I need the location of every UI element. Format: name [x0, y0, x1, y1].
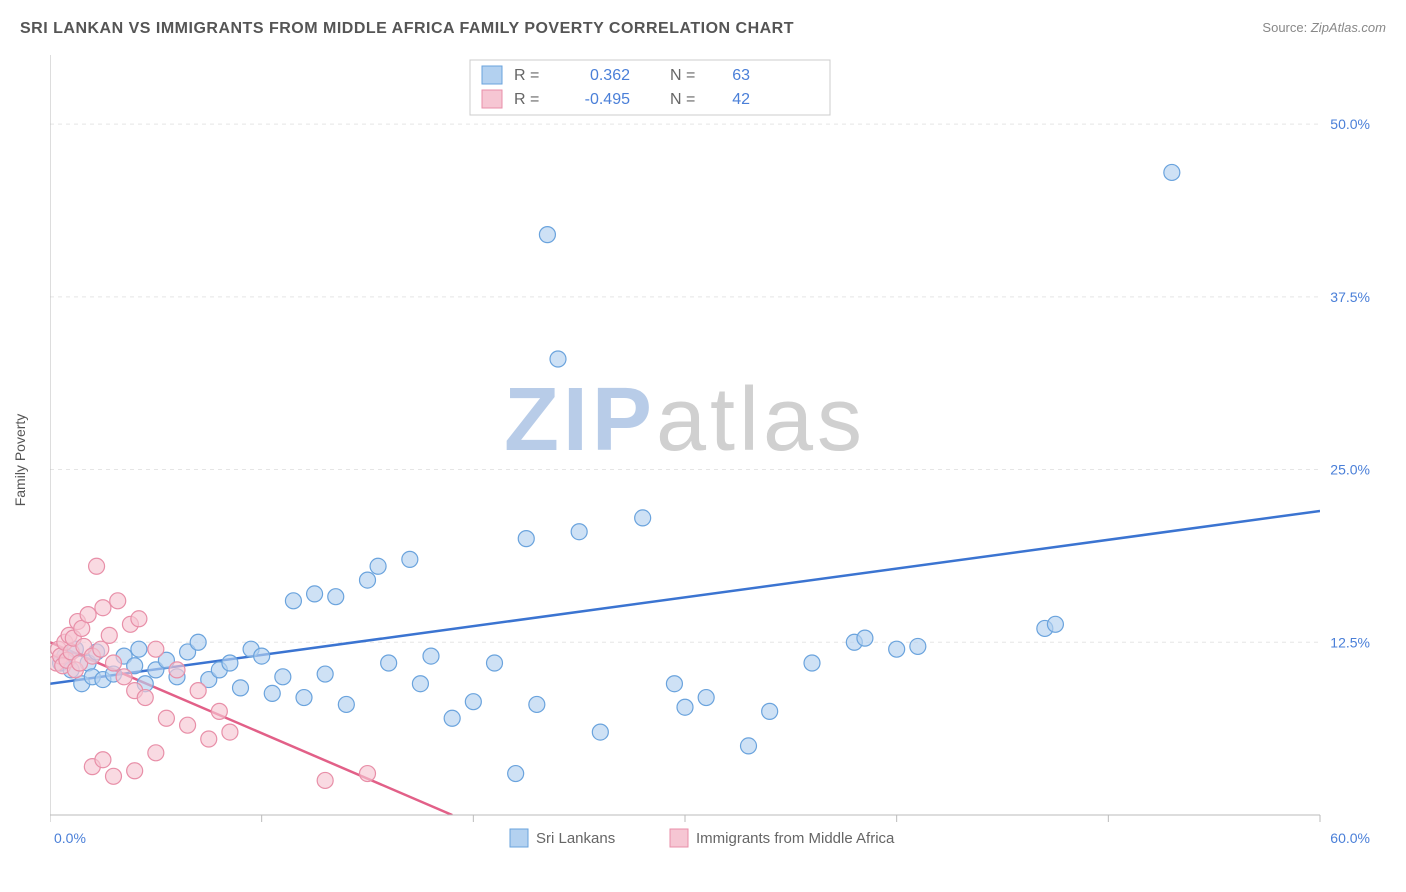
data-point [254, 648, 270, 664]
stats-n-label: N = [670, 91, 695, 108]
stats-r-value: -0.495 [585, 91, 630, 108]
data-point [131, 611, 147, 627]
data-point [317, 772, 333, 788]
y-tick-label: 37.5% [1330, 289, 1370, 305]
chart-container: Family Poverty ZIPatlas12.5%25.0%37.5%50… [50, 55, 1390, 865]
data-point [444, 710, 460, 726]
data-point [412, 676, 428, 692]
data-point [211, 703, 227, 719]
scatter-chart: ZIPatlas 12.5% 25.0% 37.5% 50.0% 0.0% 60.0% R =… [50, 55, 1390, 865]
data-point [148, 745, 164, 761]
data-point [529, 696, 545, 712]
data-point [169, 662, 185, 678]
source-label: Source: [1262, 20, 1307, 35]
data-point [317, 666, 333, 682]
data-point [233, 680, 249, 696]
data-point [423, 648, 439, 664]
data-point [487, 655, 503, 671]
data-point [360, 766, 376, 782]
chart-title: SRI LANKAN VS IMMIGRANTS FROM MIDDLE AFR… [20, 20, 794, 37]
data-point [95, 752, 111, 768]
source-attribution: Source: ZipAtlas.com [1262, 20, 1386, 35]
data-point [89, 558, 105, 574]
stats-r-label: R = [514, 67, 539, 84]
data-point [80, 607, 96, 623]
data-point [677, 699, 693, 715]
data-point [116, 669, 132, 685]
data-point [201, 731, 217, 747]
data-point [93, 641, 109, 657]
data-point [158, 710, 174, 726]
data-point [741, 738, 757, 754]
data-point [275, 669, 291, 685]
source-value: ZipAtlas.com [1311, 20, 1386, 35]
data-point [106, 655, 122, 671]
data-point [131, 641, 147, 657]
stats-swatch [482, 66, 502, 84]
data-point [190, 683, 206, 699]
data-point [539, 227, 555, 243]
y-tick-label: 50.0% [1330, 116, 1370, 132]
data-point [222, 655, 238, 671]
data-point [889, 641, 905, 657]
data-point [592, 724, 608, 740]
data-point [910, 638, 926, 654]
watermark: ZIPatlas [504, 370, 866, 470]
data-point [698, 690, 714, 706]
stats-n-value: 63 [732, 67, 750, 84]
data-point [190, 634, 206, 650]
data-point [95, 600, 111, 616]
data-point [804, 655, 820, 671]
data-point [148, 641, 164, 657]
data-point [137, 690, 153, 706]
data-point [402, 551, 418, 567]
data-point [264, 685, 280, 701]
data-point [666, 676, 682, 692]
y-axis-label: Family Poverty [12, 414, 28, 507]
legend-label: Sri Lankans [536, 830, 615, 847]
data-point [296, 690, 312, 706]
legend-swatch [670, 829, 688, 847]
stats-n-label: N = [670, 67, 695, 84]
data-point [101, 627, 117, 643]
data-point [106, 768, 122, 784]
data-point [381, 655, 397, 671]
stats-n-value: 42 [732, 91, 750, 108]
data-point [1047, 616, 1063, 632]
stats-r-value: 0.362 [590, 67, 630, 84]
data-point [285, 593, 301, 609]
data-point [360, 572, 376, 588]
y-tick-label: 25.0% [1330, 462, 1370, 478]
data-point [518, 531, 534, 547]
data-point [762, 703, 778, 719]
stats-swatch [482, 90, 502, 108]
data-point [635, 510, 651, 526]
data-point [508, 766, 524, 782]
data-point [1164, 164, 1180, 180]
y-tick-label: 12.5% [1330, 634, 1370, 650]
data-point [328, 589, 344, 605]
data-point [222, 724, 238, 740]
data-point [180, 717, 196, 733]
data-point [110, 593, 126, 609]
regression-line [50, 511, 1320, 684]
data-point [127, 763, 143, 779]
data-point [370, 558, 386, 574]
data-point [857, 630, 873, 646]
data-point [571, 524, 587, 540]
stats-r-label: R = [514, 91, 539, 108]
data-point [338, 696, 354, 712]
x-max-label: 60.0% [1330, 830, 1370, 846]
data-point [307, 586, 323, 602]
data-point [550, 351, 566, 367]
x-min-label: 0.0% [54, 830, 86, 846]
legend-label: Immigrants from Middle Africa [696, 830, 895, 847]
data-point [465, 694, 481, 710]
legend-swatch [510, 829, 528, 847]
